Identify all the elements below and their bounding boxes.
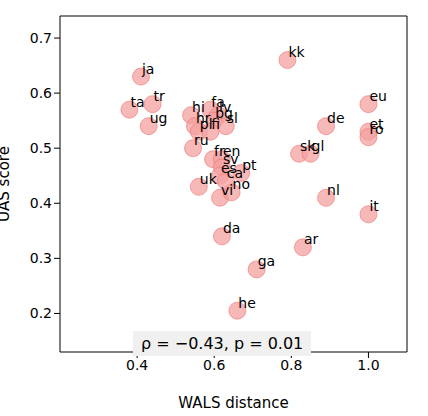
svg-text:uk: uk [200,171,218,187]
svg-text:pl: pl [199,115,213,132]
svg-text:sl: sl [227,110,238,126]
svg-text:0.8: 0.8 [280,357,302,373]
svg-text:0.6: 0.6 [203,357,225,373]
svg-text:it: it [369,198,379,214]
html-text:ρ = −0.43, p = 0.01: ρ = −0.43, p = 0.01 [141,334,304,353]
svg-text:ar: ar [304,231,319,247]
svg-text:ga: ga [258,253,275,269]
svg-text:tr: tr [154,88,165,104]
svg-text:de: de [327,110,345,126]
svg-text:no: no [232,176,250,193]
svg-text:0.7: 0.7 [30,30,52,46]
svg-text:0.3: 0.3 [30,250,52,266]
svg-text:fi: fi [211,116,220,132]
svg-text:sk: sk [300,137,316,154]
svg-text:ta: ta [130,94,144,110]
svg-text:kk: kk [288,44,305,60]
svg-text:0.4: 0.4 [30,195,52,211]
svg-text:gl: gl [312,138,325,154]
svg-text:0.2: 0.2 [30,305,52,321]
svg-text:WALS distance: WALS distance [178,394,288,412]
svg-text:0.6: 0.6 [30,85,52,101]
svg-text:bg: bg [215,104,233,121]
svg-text:ug: ug [150,110,168,126]
svg-text:da: da [223,220,240,236]
svg-text:nl: nl [327,182,340,198]
svg-text:he: he [238,295,256,311]
svg-text:1.0: 1.0 [357,357,379,373]
svg-text:pt: pt [242,157,257,173]
svg-text:ru: ru [194,132,209,148]
svg-text:ja: ja [141,61,154,77]
svg-text:hi: hi [192,99,205,116]
svg-text:ro: ro [369,121,383,137]
svg-text:0.5: 0.5 [30,140,52,156]
svg-text:ca: ca [227,165,243,181]
svg-text:vi: vi [221,182,233,198]
svg-text:fr: fr [214,143,225,160]
svg-text:0.4: 0.4 [126,357,148,373]
svg-text:UAS score: UAS score [8,146,13,222]
svg-text:eu: eu [369,88,387,104]
